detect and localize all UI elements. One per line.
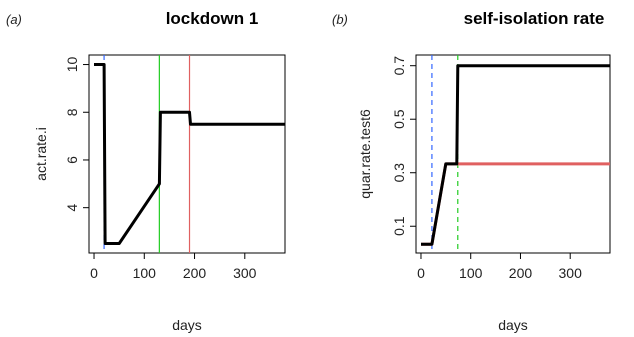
panel-a-y-tick-label-4: 4 [64, 204, 80, 212]
panel-a-title: lockdown 1 [166, 9, 259, 28]
panel-b-series-line-1 [421, 162, 610, 246]
panel-b-series-line-2 [421, 64, 610, 246]
panel-b-x-tick-label-100: 100 [459, 265, 483, 281]
panel-b-x-axis-label: days [498, 317, 528, 333]
panel-a-series [94, 63, 285, 245]
panel-b-y-tick-label-0.3: 0.3 [391, 163, 407, 183]
panel-a-y-tick-label-8: 8 [64, 108, 80, 116]
panel-b-y-axis-label: quar.rate.test6 [357, 109, 373, 199]
panel-b: (b) self-isolation rate 0 100 200 300 0.10.… [332, 9, 611, 333]
panel-b-x-tick-label-0: 0 [417, 265, 425, 281]
panel-b-title: self-isolation rate [464, 9, 605, 28]
panel-b-y-tick-label-0.7: 0.7 [391, 56, 407, 76]
panel-a-series-line-1 [94, 63, 285, 245]
panel-a-vlines [103, 55, 191, 253]
panel-a: (a) lockdown 1 0 100 200 300 4 6 8 10 days act… [6, 9, 286, 333]
panel-a-x-axis-label: days [172, 317, 202, 333]
panel-b-x-tick-label-200: 200 [509, 265, 533, 281]
panel-a-y-tick-label-6: 6 [64, 156, 80, 164]
panel-a-x-tick-label-200: 200 [183, 265, 207, 281]
panel-b-y-tick-label-0.1: 0.1 [391, 216, 407, 236]
panel-a-y-tick-label-10: 10 [64, 57, 80, 73]
panel-b-x-ticks: 0 100 200 300 [417, 253, 582, 281]
panel-a-x-tick-label-0: 0 [90, 265, 98, 281]
panel-b-y-ticks: 0.1 0.3 0.5 0.7 [391, 56, 416, 236]
panel-b-series [421, 64, 610, 246]
panel-a-x-tick-label-100: 100 [133, 265, 157, 281]
panel-a-x-ticks: 0 100 200 300 [90, 253, 257, 281]
panel-a-label: (a) [6, 12, 22, 27]
panel-b-label: (b) [332, 12, 348, 27]
panel-a-y-axis-label: act.rate.i [33, 127, 49, 181]
panel-a-y-ticks: 4 6 8 10 [64, 57, 89, 212]
panel-a-plot-frame [88, 54, 286, 254]
panel-b-x-tick-label-300: 300 [559, 265, 583, 281]
panel-b-plot-frame [415, 54, 611, 254]
panel-a-x-tick-label-300: 300 [233, 265, 257, 281]
panel-b-y-tick-label-0.5: 0.5 [391, 109, 407, 129]
